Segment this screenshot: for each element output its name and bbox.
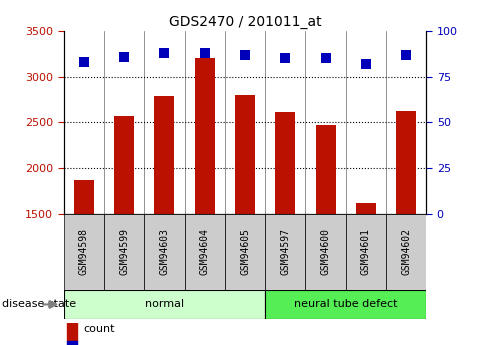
Bar bbox=[74, 180, 94, 345]
Text: GSM94598: GSM94598 bbox=[79, 228, 89, 275]
Bar bbox=[114, 116, 134, 345]
Text: neural tube defect: neural tube defect bbox=[294, 299, 397, 309]
FancyBboxPatch shape bbox=[386, 214, 426, 290]
Text: GSM94605: GSM94605 bbox=[240, 228, 250, 275]
Text: GSM94601: GSM94601 bbox=[361, 228, 371, 275]
FancyBboxPatch shape bbox=[265, 214, 305, 290]
Text: GSM94597: GSM94597 bbox=[280, 228, 290, 275]
Text: count: count bbox=[84, 324, 115, 334]
FancyBboxPatch shape bbox=[265, 290, 426, 319]
Point bbox=[241, 52, 249, 58]
Point bbox=[120, 54, 128, 59]
FancyBboxPatch shape bbox=[305, 214, 346, 290]
Bar bbox=[67, 322, 77, 341]
FancyBboxPatch shape bbox=[64, 214, 104, 290]
Bar bbox=[235, 95, 255, 345]
Bar bbox=[396, 111, 416, 345]
FancyBboxPatch shape bbox=[346, 214, 386, 290]
Bar bbox=[275, 111, 295, 345]
Bar bbox=[195, 58, 215, 345]
Text: GSM94599: GSM94599 bbox=[119, 228, 129, 275]
FancyBboxPatch shape bbox=[64, 290, 265, 319]
Point bbox=[281, 56, 289, 61]
Bar bbox=[67, 341, 77, 345]
Bar bbox=[316, 125, 336, 345]
Text: GSM94604: GSM94604 bbox=[200, 228, 210, 275]
FancyBboxPatch shape bbox=[185, 214, 225, 290]
Point bbox=[161, 50, 169, 56]
FancyBboxPatch shape bbox=[104, 214, 144, 290]
Title: GDS2470 / 201011_at: GDS2470 / 201011_at bbox=[169, 14, 321, 29]
Text: GSM94600: GSM94600 bbox=[320, 228, 331, 275]
FancyBboxPatch shape bbox=[144, 214, 185, 290]
Point bbox=[321, 56, 329, 61]
FancyBboxPatch shape bbox=[225, 214, 265, 290]
Bar bbox=[154, 96, 174, 345]
Bar bbox=[356, 203, 376, 345]
Point bbox=[402, 52, 410, 58]
Point bbox=[201, 50, 209, 56]
Point bbox=[362, 61, 370, 67]
Text: normal: normal bbox=[145, 299, 184, 309]
Text: disease state: disease state bbox=[2, 299, 76, 309]
Text: GSM94602: GSM94602 bbox=[401, 228, 411, 275]
Text: GSM94603: GSM94603 bbox=[159, 228, 170, 275]
Point bbox=[80, 59, 88, 65]
